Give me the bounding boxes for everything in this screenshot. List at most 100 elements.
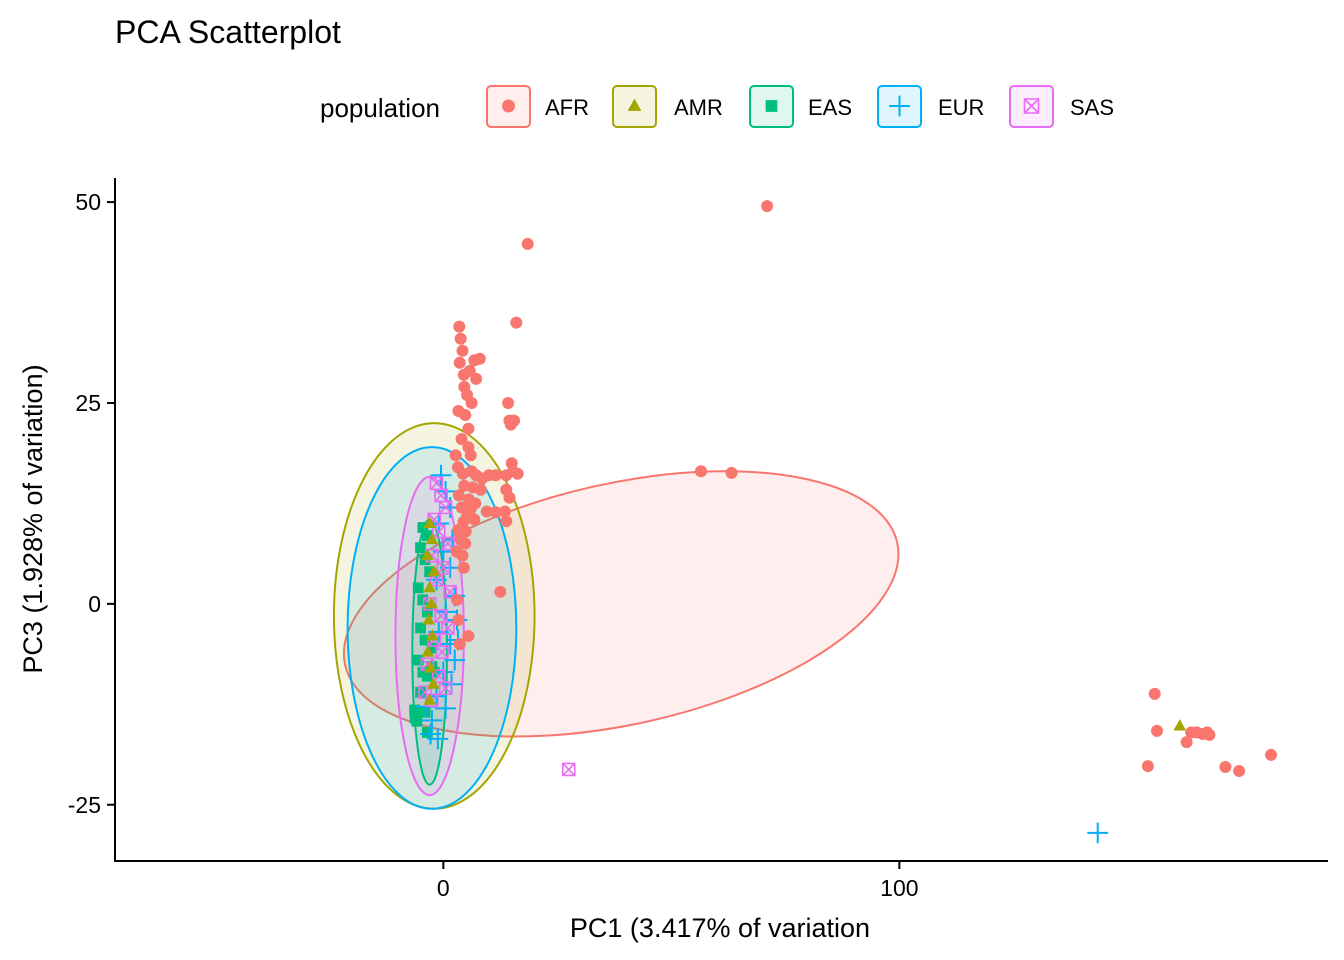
- y-tick-label: 25: [75, 390, 101, 416]
- point-afr: [511, 467, 524, 480]
- point-eas: [415, 542, 426, 554]
- point-eas: [419, 634, 431, 646]
- ellipse-eur: [346, 446, 518, 810]
- point-afr: [489, 469, 502, 482]
- point-sas: [438, 681, 453, 696]
- legend-marker-afr: [502, 99, 515, 113]
- ellipse-afr: [342, 470, 900, 738]
- point-afr: [503, 491, 516, 504]
- point-afr: [1219, 760, 1232, 773]
- point-eas: [421, 530, 433, 541]
- x-axis-title: PC1 (3.417% of variation: [570, 913, 870, 943]
- point-eur: [1087, 822, 1109, 844]
- point-afr: [462, 422, 475, 435]
- point-sas: [435, 645, 449, 659]
- point-afr: [480, 505, 493, 518]
- point-eas: [412, 582, 424, 594]
- point-afr: [1233, 765, 1246, 778]
- data-points: [409, 200, 1277, 844]
- point-eur: [435, 697, 457, 719]
- point-eur: [444, 649, 466, 671]
- point-afr: [1264, 748, 1277, 761]
- y-axis-ticks: -25 0 25 50: [68, 189, 115, 818]
- y-axis-title: PC3 (1.928% of variation): [18, 364, 48, 673]
- y-tick-label: 50: [75, 189, 101, 215]
- point-eas: [426, 642, 438, 654]
- point-afr: [457, 561, 470, 574]
- legend-marker-sas: [1023, 98, 1040, 114]
- point-afr: [455, 433, 468, 446]
- point-sas: [441, 621, 455, 635]
- point-afr: [500, 515, 513, 528]
- point-afr: [521, 237, 534, 250]
- plot-area: [332, 200, 1277, 844]
- point-afr: [459, 537, 472, 550]
- point-afr: [451, 593, 464, 606]
- point-sas: [436, 560, 451, 575]
- legend-label-eas: EAS: [808, 95, 852, 120]
- point-amr: [423, 693, 436, 705]
- point-afr: [473, 352, 486, 365]
- point-amr: [421, 548, 434, 561]
- point-afr: [456, 344, 469, 357]
- point-afr: [725, 466, 738, 479]
- point-eas: [412, 654, 424, 666]
- legend-label-sas: SAS: [1070, 95, 1114, 120]
- point-amr: [423, 516, 436, 529]
- point-afr: [1203, 728, 1216, 741]
- point-afr: [474, 483, 487, 496]
- point-afr: [463, 364, 476, 377]
- point-afr: [694, 465, 707, 478]
- point-afr: [449, 449, 462, 462]
- point-eas: [421, 670, 433, 682]
- point-eur: [421, 709, 443, 731]
- point-amr: [426, 677, 440, 689]
- point-afr: [464, 449, 477, 462]
- x-axis-ticks: 0 100: [437, 861, 919, 901]
- point-afr: [761, 200, 774, 213]
- point-afr: [465, 396, 478, 409]
- confidence-ellipses: [332, 422, 900, 810]
- point-eas: [415, 686, 426, 698]
- point-amr: [427, 564, 441, 577]
- legend-marker-eas: [765, 100, 778, 112]
- point-amr: [425, 532, 439, 545]
- point-eas: [424, 566, 436, 578]
- y-tick-label: -25: [68, 792, 101, 818]
- point-afr: [452, 489, 465, 502]
- point-amr: [425, 596, 438, 609]
- point-afr: [453, 356, 466, 369]
- point-afr: [1180, 736, 1193, 749]
- legend-marker-eur: [889, 95, 910, 117]
- point-afr: [470, 372, 483, 385]
- point-afr: [462, 630, 475, 643]
- point-afr: [510, 316, 523, 329]
- point-afr: [453, 638, 466, 651]
- point-sas: [561, 762, 576, 777]
- point-afr: [1150, 724, 1163, 737]
- legend-label-afr: AFR: [545, 95, 589, 120]
- point-eas: [417, 594, 429, 606]
- point-eur: [427, 728, 449, 750]
- point-amr: [423, 580, 436, 593]
- point-eas: [415, 622, 426, 634]
- point-afr: [468, 513, 481, 526]
- point-afr: [1148, 687, 1161, 700]
- point-afr: [1141, 760, 1154, 773]
- point-afr: [453, 320, 466, 333]
- legend-marker-amr: [627, 98, 642, 111]
- x-tick-label: 0: [437, 875, 450, 901]
- x-tick-label: 100: [880, 875, 918, 901]
- point-amr: [1173, 719, 1187, 731]
- point-afr: [494, 585, 507, 598]
- point-afr: [454, 332, 467, 345]
- legend: population AFR AMR EAS EUR SAS: [320, 85, 1114, 128]
- point-amr: [422, 613, 436, 625]
- point-afr: [459, 409, 472, 422]
- point-afr: [504, 418, 517, 431]
- point-afr: [500, 469, 513, 482]
- point-eur: [430, 464, 452, 486]
- point-afr: [489, 506, 502, 519]
- legend-title: population: [320, 93, 440, 123]
